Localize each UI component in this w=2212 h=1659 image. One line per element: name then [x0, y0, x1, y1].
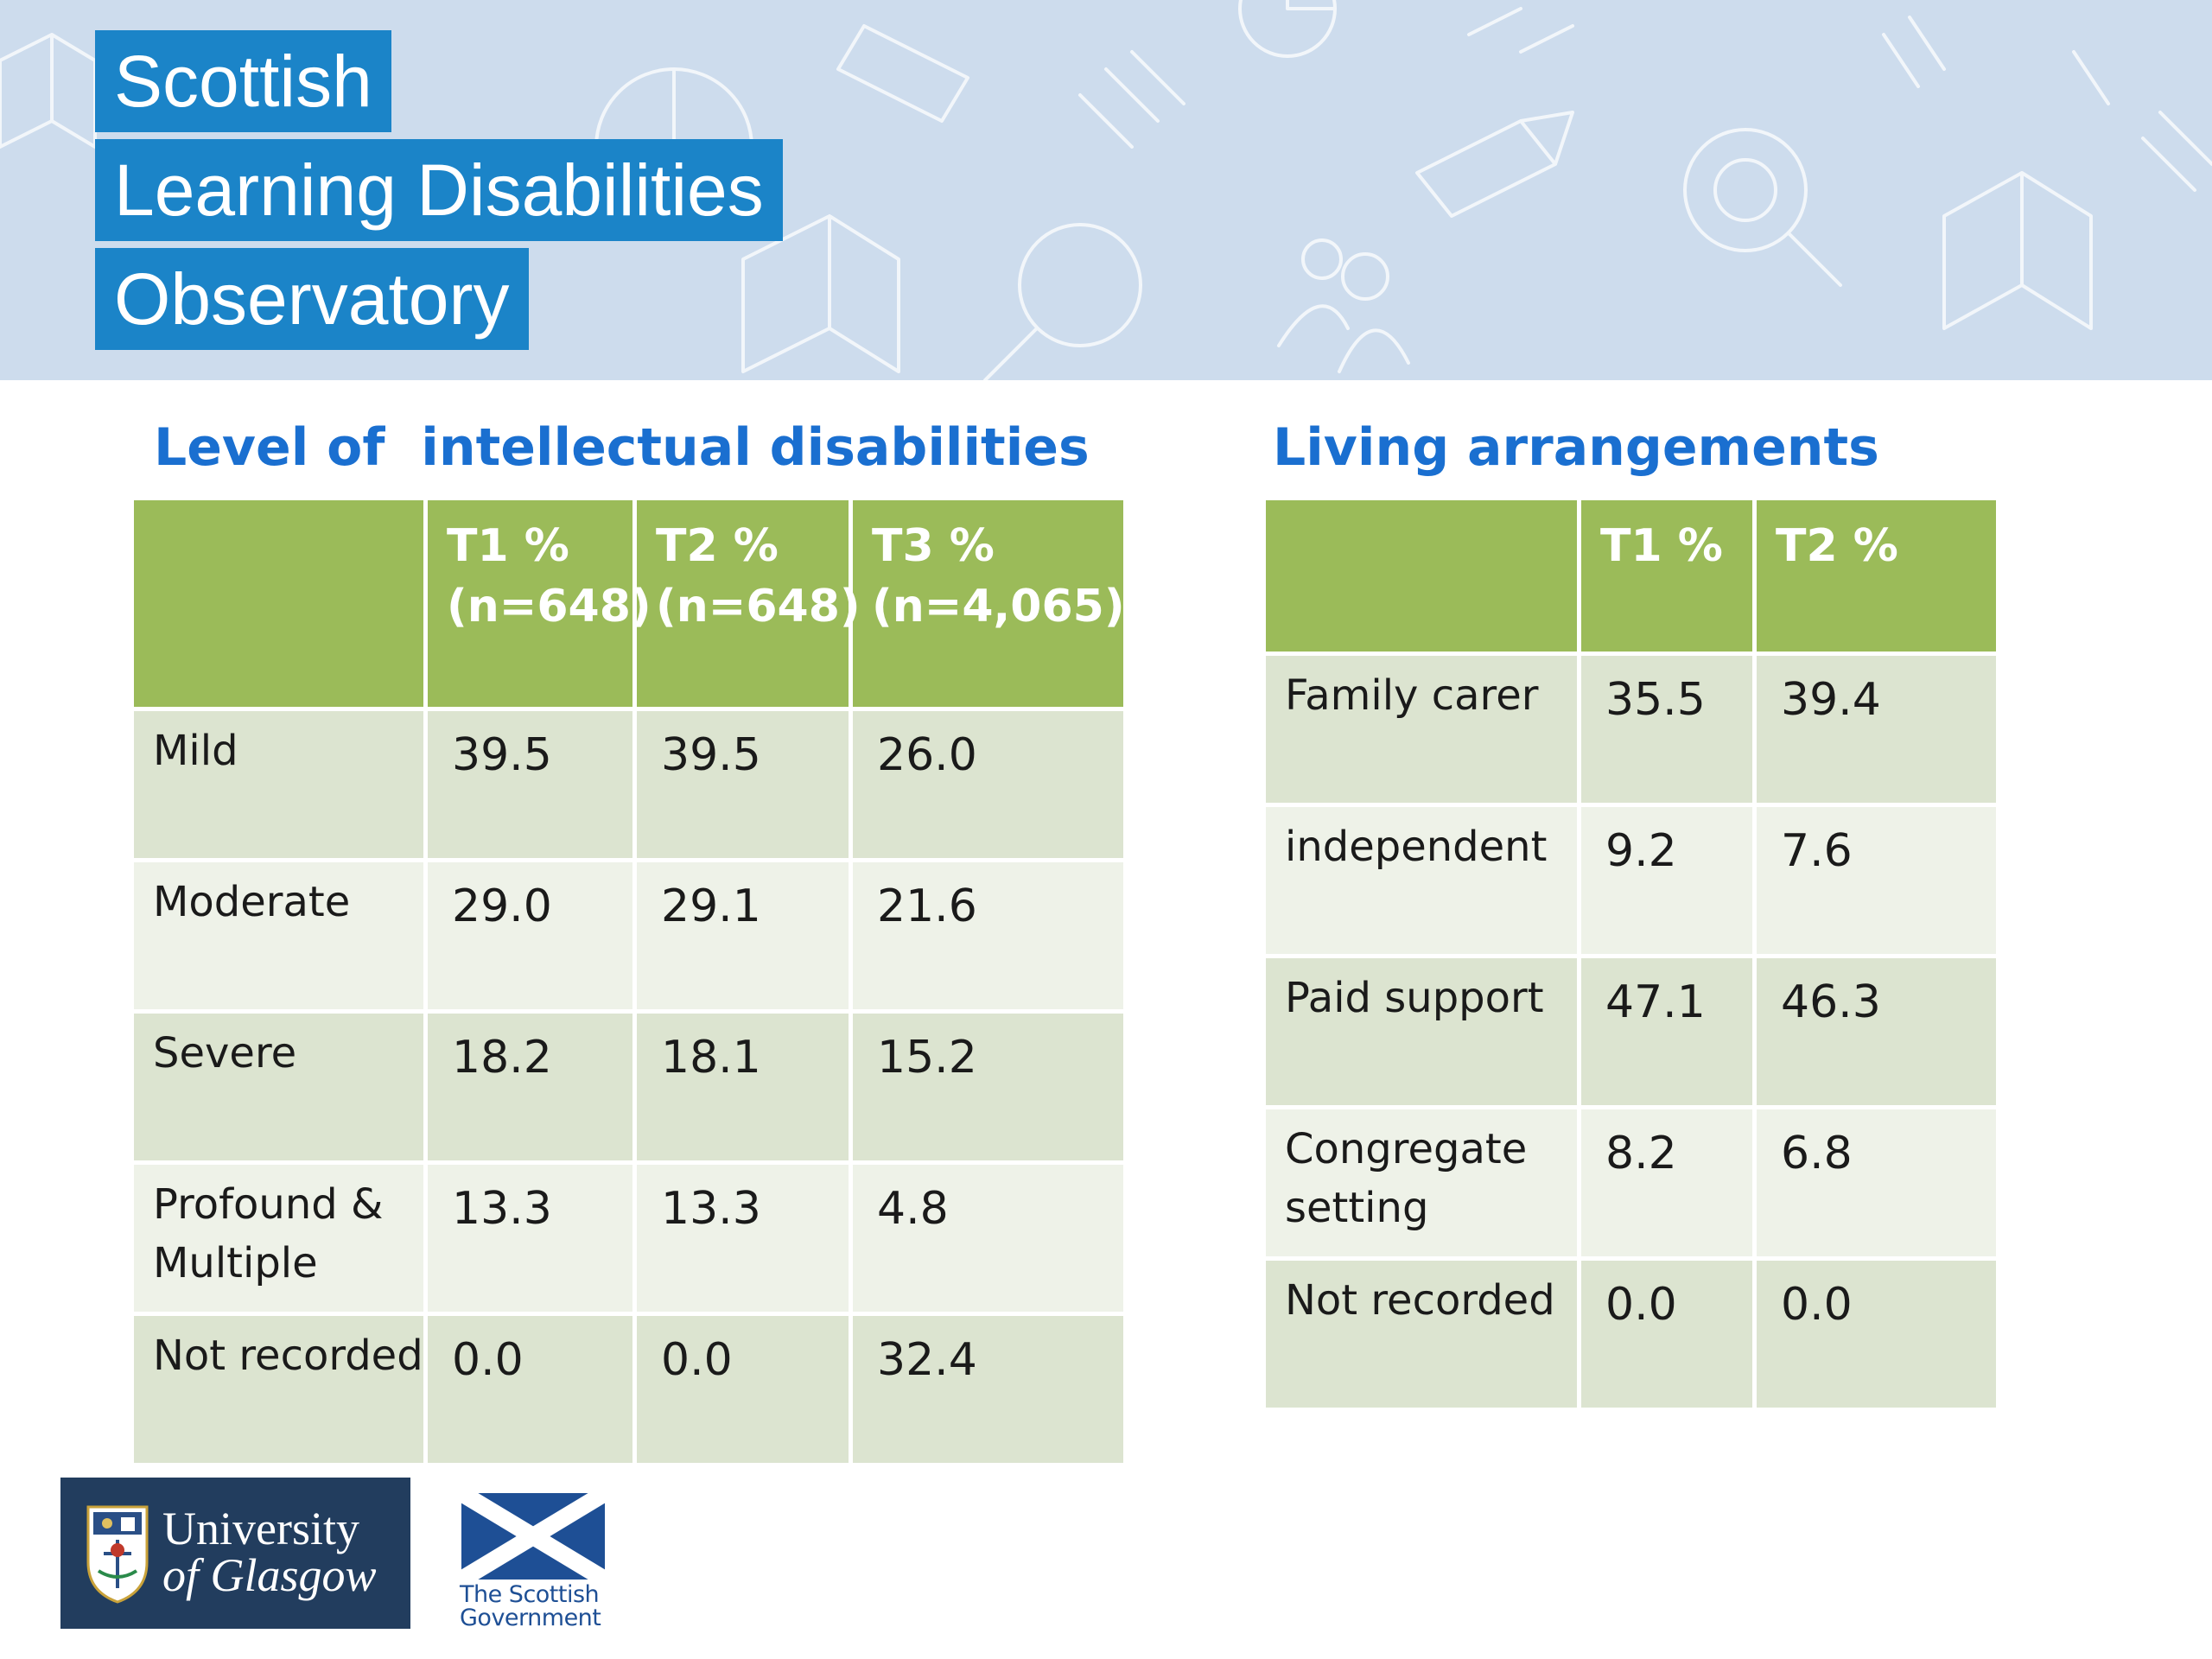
table-row: Not recorded 0.0 0.0 32.4 [130, 1312, 1128, 1467]
row-label: Paid support [1262, 954, 1581, 1109]
value-cell: 29.0 [423, 858, 637, 1014]
scotgov-logo-text-line-1: The Scottish [460, 1581, 600, 1608]
value-cell: 4.8 [849, 1160, 1128, 1316]
row-label: Mild [130, 707, 428, 862]
header-cell-t1: T1 % (n=648) [423, 496, 652, 711]
row-label: independent [1262, 803, 1581, 958]
value-cell: 15.2 [849, 1009, 1128, 1165]
value-cell: 29.1 [632, 858, 853, 1014]
table-row: Congregate setting 8.2 6.8 [1262, 1105, 2000, 1261]
value-cell: 21.6 [849, 858, 1128, 1014]
living-table-heading: Living arrangements [1273, 417, 1879, 478]
value-cell: 0.0 [632, 1312, 853, 1467]
row-label: Congregate setting [1262, 1105, 1581, 1261]
row-label: Not recorded [130, 1312, 428, 1467]
glasgow-logo-text-line-2: of Glasgow [162, 1549, 377, 1601]
header-cell-t2: T2 % [1752, 496, 2000, 656]
row-label: Severe [130, 1009, 428, 1165]
value-cell: 7.6 [1752, 803, 2000, 958]
table-header-row: T1 % T2 % [1262, 496, 2000, 656]
banner-doodle-background [0, 0, 2212, 380]
value-cell: 18.1 [632, 1009, 853, 1165]
value-cell: 39.5 [632, 707, 853, 862]
table-row: Mild 39.5 39.5 26.0 [130, 707, 1128, 862]
site-title-line-1: Scottish [95, 30, 391, 132]
site-title-line-2: Learning Disabilities [95, 139, 783, 241]
value-cell: 13.3 [632, 1160, 853, 1316]
value-cell: 26.0 [849, 707, 1128, 862]
value-cell: 6.8 [1752, 1105, 2000, 1261]
header-cell-empty [130, 496, 428, 711]
header-banner: Scottish Learning Disabilities Observato… [0, 0, 2212, 380]
value-cell: 39.4 [1752, 652, 2000, 807]
value-cell: 32.4 [849, 1312, 1128, 1467]
scottish-government-logo: The Scottish Government [460, 1491, 607, 1634]
value-cell: 0.0 [1752, 1256, 2000, 1412]
row-label: Moderate [130, 858, 428, 1014]
glasgow-logo-text-line-1: University [162, 1503, 359, 1554]
header-cell-t3: T3 % (n=4,065) [849, 496, 1128, 711]
table-row: Not recorded 0.0 0.0 [1262, 1256, 2000, 1412]
saltire-flag-icon [461, 1493, 605, 1580]
header-cell-empty [1262, 496, 1581, 656]
value-cell: 46.3 [1752, 954, 2000, 1109]
university-of-glasgow-logo: University of Glasgow [60, 1478, 410, 1629]
row-label: Family carer [1262, 652, 1581, 807]
table-row: Severe 18.2 18.1 15.2 [130, 1009, 1128, 1165]
level-table-heading: Level of intellectual disabilities [154, 417, 1090, 478]
value-cell: 8.2 [1577, 1105, 1757, 1261]
table-header-row: T1 % (n=648) T2 % (n=648) T3 % (n=4,065) [130, 496, 1128, 711]
value-cell: 39.5 [423, 707, 637, 862]
level-of-disability-table: T1 % (n=648) T2 % (n=648) T3 % (n=4,065) Mi… [130, 496, 1128, 1467]
site-title-line-3: Observatory [95, 248, 529, 350]
university-crest-icon [86, 1505, 149, 1604]
table-row: Family carer 35.5 39.4 [1262, 652, 2000, 807]
header-cell-t2: T2 % (n=648) [632, 496, 861, 711]
value-cell: 13.3 [423, 1160, 637, 1316]
header-cell-t1: T1 % [1577, 496, 1757, 656]
value-cell: 18.2 [423, 1009, 637, 1165]
scotgov-logo-text-line-2: Government [460, 1605, 601, 1631]
table-row: independent 9.2 7.6 [1262, 803, 2000, 958]
table-row: Paid support 47.1 46.3 [1262, 954, 2000, 1109]
table-row: Profound & Multiple 13.3 13.3 4.8 [130, 1160, 1128, 1316]
value-cell: 9.2 [1577, 803, 1757, 958]
row-label: Not recorded [1262, 1256, 1581, 1412]
value-cell: 0.0 [1577, 1256, 1757, 1412]
table-row: Moderate 29.0 29.1 21.6 [130, 858, 1128, 1014]
living-arrangements-table: T1 % T2 % Family carer 35.5 39.4 indepen… [1262, 496, 2000, 1412]
value-cell: 35.5 [1577, 652, 1757, 807]
row-label: Profound & Multiple [130, 1160, 428, 1316]
value-cell: 0.0 [423, 1312, 637, 1467]
value-cell: 47.1 [1577, 954, 1757, 1109]
